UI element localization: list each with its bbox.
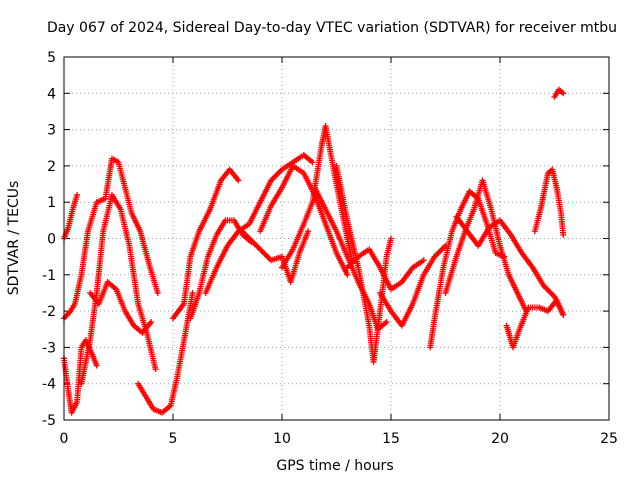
y-tick-label: -2 <box>42 304 56 320</box>
data-point-marker <box>189 289 196 296</box>
y-tick-label: -3 <box>42 340 56 356</box>
data-point-marker <box>152 366 159 373</box>
data-point-marker <box>93 362 100 369</box>
data-points <box>61 86 567 416</box>
y-tick-label: 2 <box>47 159 56 175</box>
data-point-marker <box>148 318 155 325</box>
data-point-marker <box>235 177 242 184</box>
y-tick-label: -5 <box>42 413 56 429</box>
data-point-marker <box>154 289 161 296</box>
y-tick-label: 3 <box>47 123 56 139</box>
y-tick-label: 5 <box>47 50 56 66</box>
y-tick-label: 1 <box>47 195 56 211</box>
chart-title: Day 067 of 2024, Sidereal Day-to-day VTE… <box>47 20 617 36</box>
plot-frame <box>63 56 610 421</box>
x-tick-label: 20 <box>491 431 509 447</box>
data-point-marker <box>305 228 312 235</box>
tick-labels: 0 5 10 15 20 25 -5 -4 -3 -2 -1 0 1 2 3 4 5 <box>42 50 618 447</box>
data-point-marker <box>560 311 567 318</box>
x-tick-label: 5 <box>169 431 178 447</box>
x-tick-label: 15 <box>382 431 400 447</box>
x-axis-label: GPS time / hours <box>276 458 393 474</box>
grid <box>64 57 609 420</box>
y-tick-label: 0 <box>47 232 56 248</box>
data-point-marker <box>420 257 427 264</box>
y-tick-label: 4 <box>47 86 56 102</box>
y-tick-label: -4 <box>42 377 56 393</box>
x-tick-label: 25 <box>600 431 618 447</box>
y-axis-label: SDTVAR / TECUs <box>6 181 22 296</box>
data-point-marker <box>560 231 567 238</box>
data-point-marker <box>74 191 81 198</box>
data-point-marker <box>560 90 567 97</box>
y-tick-label: -1 <box>42 268 56 284</box>
x-tick-label: 0 <box>60 431 69 447</box>
data-point-marker <box>344 271 351 278</box>
data-point-marker <box>388 235 394 242</box>
x-tick-label: 10 <box>273 431 291 447</box>
data-point-marker <box>383 318 390 325</box>
data-point-marker <box>309 159 316 166</box>
